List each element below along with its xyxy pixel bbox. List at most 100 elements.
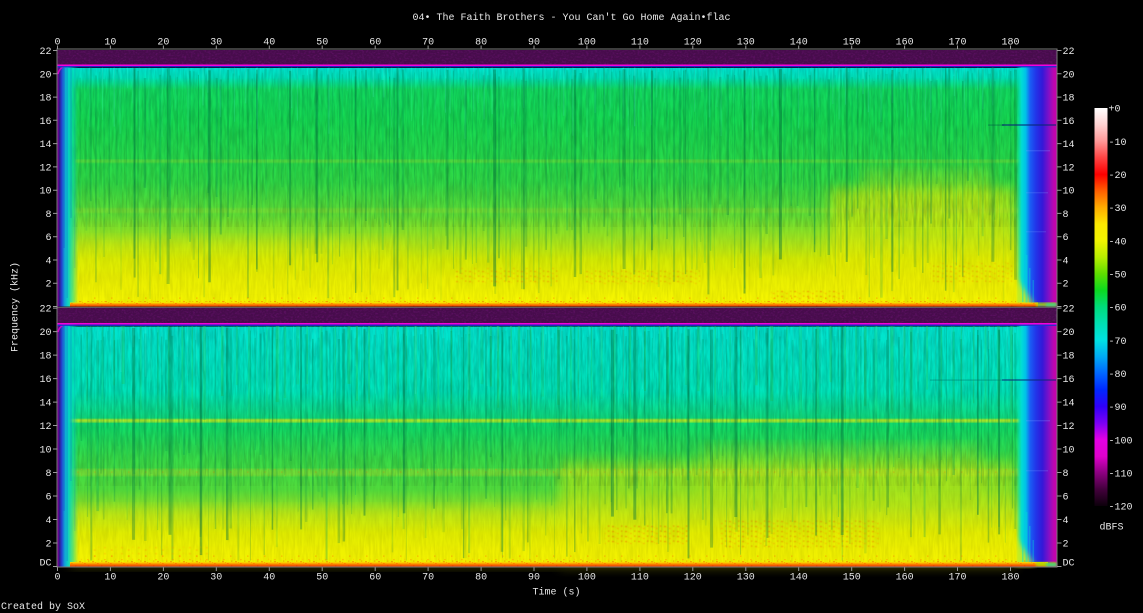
- svg-text:4: 4: [1063, 257, 1069, 268]
- svg-text:80: 80: [475, 573, 487, 584]
- svg-text:14: 14: [39, 399, 51, 410]
- svg-text:70: 70: [422, 573, 434, 584]
- svg-text:Created by SoX: Created by SoX: [1, 601, 85, 613]
- svg-text:12: 12: [39, 163, 51, 174]
- svg-text:8: 8: [1063, 210, 1069, 221]
- svg-text:22: 22: [1063, 305, 1075, 316]
- svg-text:160: 160: [896, 573, 914, 584]
- svg-text:-70: -70: [1109, 337, 1127, 348]
- svg-text:150: 150: [843, 38, 861, 49]
- svg-text:-20: -20: [1109, 171, 1127, 182]
- svg-text:22: 22: [1063, 47, 1075, 58]
- svg-text:20: 20: [39, 70, 51, 81]
- svg-text:0: 0: [54, 573, 60, 584]
- svg-text:140: 140: [790, 573, 808, 584]
- svg-text:-30: -30: [1109, 204, 1127, 215]
- svg-text:22: 22: [39, 47, 51, 58]
- svg-text:8: 8: [1063, 469, 1069, 480]
- svg-text:120: 120: [684, 573, 702, 584]
- svg-text:40: 40: [263, 38, 275, 49]
- svg-text:10: 10: [1063, 446, 1075, 457]
- svg-text:16: 16: [39, 375, 51, 386]
- svg-text:20: 20: [157, 573, 169, 584]
- svg-text:160: 160: [896, 38, 914, 49]
- svg-text:180: 180: [1001, 38, 1019, 49]
- svg-text:20: 20: [39, 328, 51, 339]
- svg-text:60: 60: [369, 573, 381, 584]
- svg-text:10: 10: [39, 187, 51, 198]
- svg-text:18: 18: [39, 352, 51, 363]
- svg-text:2: 2: [45, 280, 51, 291]
- svg-text:10: 10: [104, 38, 116, 49]
- svg-text:14: 14: [1063, 140, 1075, 151]
- svg-text:100: 100: [578, 38, 596, 49]
- svg-text:20: 20: [1063, 328, 1075, 339]
- svg-text:50: 50: [316, 573, 328, 584]
- svg-text:4: 4: [45, 257, 51, 268]
- svg-text:110: 110: [631, 573, 649, 584]
- svg-text:Frequency (kHz): Frequency (kHz): [10, 262, 22, 352]
- svg-text:170: 170: [948, 573, 966, 584]
- svg-text:10: 10: [1063, 187, 1075, 198]
- svg-text:50: 50: [316, 38, 328, 49]
- svg-text:170: 170: [948, 38, 966, 49]
- svg-text:80: 80: [475, 38, 487, 49]
- svg-text:0: 0: [54, 38, 60, 49]
- svg-text:-50: -50: [1109, 271, 1127, 282]
- svg-text:18: 18: [39, 94, 51, 105]
- svg-text:+0: +0: [1109, 105, 1121, 116]
- svg-text:140: 140: [790, 38, 808, 49]
- svg-text:DC: DC: [1063, 559, 1075, 570]
- svg-text:6: 6: [1063, 493, 1069, 504]
- svg-text:12: 12: [39, 422, 51, 433]
- svg-text:8: 8: [45, 469, 51, 480]
- svg-text:90: 90: [528, 38, 540, 49]
- svg-text:110: 110: [631, 38, 649, 49]
- svg-text:12: 12: [1063, 422, 1075, 433]
- svg-text:4: 4: [1063, 516, 1069, 527]
- svg-text:150: 150: [843, 573, 861, 584]
- svg-text:90: 90: [528, 573, 540, 584]
- svg-text:130: 130: [737, 573, 755, 584]
- svg-text:12: 12: [1063, 163, 1075, 174]
- svg-text:-120: -120: [1109, 503, 1133, 514]
- svg-text:6: 6: [1063, 233, 1069, 244]
- svg-text:130: 130: [737, 38, 755, 49]
- svg-text:-80: -80: [1109, 370, 1127, 381]
- svg-text:20: 20: [157, 38, 169, 49]
- svg-text:4: 4: [45, 516, 51, 527]
- svg-text:-40: -40: [1109, 237, 1127, 248]
- svg-text:Time (s): Time (s): [532, 587, 580, 599]
- svg-text:10: 10: [39, 446, 51, 457]
- svg-text:-10: -10: [1109, 138, 1127, 149]
- svg-text:14: 14: [39, 140, 51, 151]
- svg-text:-90: -90: [1109, 403, 1127, 414]
- svg-text:180: 180: [1001, 573, 1019, 584]
- svg-text:60: 60: [369, 38, 381, 49]
- svg-text:30: 30: [210, 573, 222, 584]
- svg-text:18: 18: [1063, 94, 1075, 105]
- svg-text:DC: DC: [39, 559, 51, 570]
- svg-text:-60: -60: [1109, 304, 1127, 315]
- svg-text:2: 2: [1063, 280, 1069, 291]
- svg-text:2: 2: [45, 540, 51, 551]
- svg-text:dBFS: dBFS: [1100, 522, 1124, 534]
- svg-text:16: 16: [1063, 117, 1075, 128]
- svg-text:100: 100: [578, 573, 596, 584]
- svg-text:2: 2: [1063, 540, 1069, 551]
- svg-text:16: 16: [1063, 375, 1075, 386]
- svg-text:8: 8: [45, 210, 51, 221]
- svg-text:6: 6: [45, 493, 51, 504]
- svg-text:120: 120: [684, 38, 702, 49]
- svg-text:14: 14: [1063, 399, 1075, 410]
- svg-text:-110: -110: [1109, 470, 1133, 481]
- svg-text:40: 40: [263, 573, 275, 584]
- svg-text:16: 16: [39, 117, 51, 128]
- svg-text:10: 10: [104, 573, 116, 584]
- svg-text:70: 70: [422, 38, 434, 49]
- svg-text:-100: -100: [1109, 436, 1133, 447]
- svg-text:6: 6: [45, 233, 51, 244]
- svg-text:04• The Faith Brothers - You C: 04• The Faith Brothers - You Can't Go Ho…: [412, 12, 730, 24]
- svg-text:18: 18: [1063, 352, 1075, 363]
- svg-text:30: 30: [210, 38, 222, 49]
